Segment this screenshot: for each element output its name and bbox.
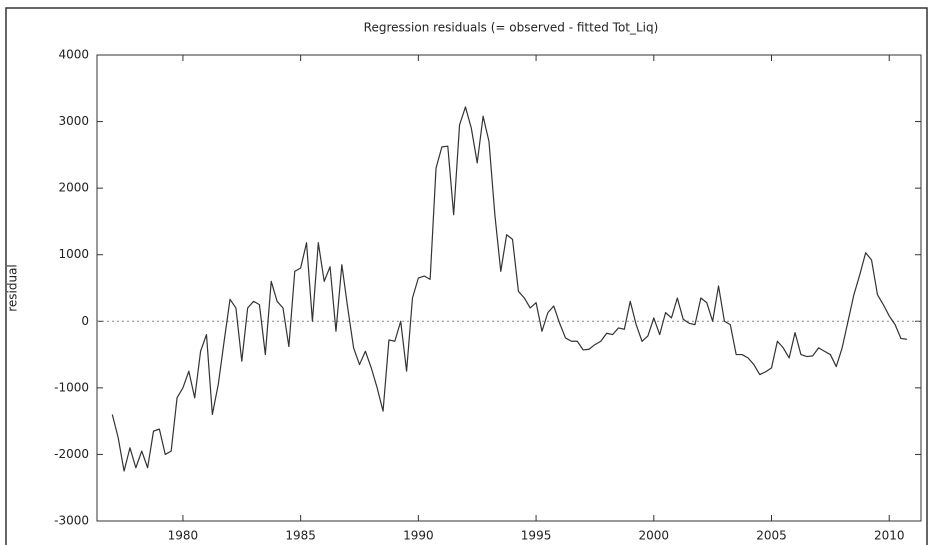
- plot-frame: [96, 54, 922, 522]
- y-tick-label: 2000: [58, 181, 89, 195]
- x-tick-label: 1980: [168, 529, 199, 543]
- y-tick-label: 3000: [58, 114, 89, 128]
- y-tick-label: -1000: [54, 380, 89, 394]
- series-line: [111, 106, 907, 472]
- y-tick-label: -2000: [54, 447, 89, 461]
- x-tick-label: 1985: [285, 529, 316, 543]
- x-tick-label: 2010: [874, 529, 905, 543]
- y-tick-label: 4000: [58, 48, 89, 62]
- y-axis-label: residual: [6, 264, 20, 312]
- y-tick-label: 1000: [58, 247, 89, 261]
- window-frame: [5, 7, 928, 545]
- x-tick-label: 1990: [403, 529, 434, 543]
- y-tick-label: -3000: [54, 514, 89, 528]
- x-tick-label: 1995: [521, 529, 552, 543]
- y-tick-label: 0: [81, 314, 89, 328]
- x-tick-label: 2000: [639, 529, 670, 543]
- x-tick-label: 2005: [756, 529, 787, 543]
- chart-title: Regression residuals (= observed - fitte…: [364, 21, 659, 35]
